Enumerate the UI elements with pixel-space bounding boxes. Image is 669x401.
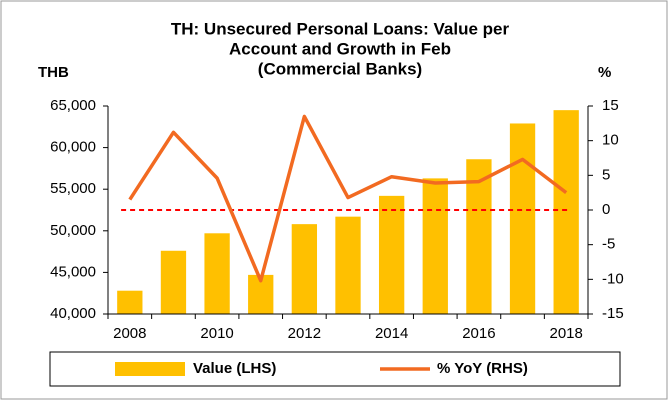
legend-label: Value (LHS) <box>193 360 276 377</box>
y-tick-label: 65,000 <box>50 97 96 114</box>
y-axis-label: THB <box>38 64 69 81</box>
y2-tick-label: 15 <box>602 97 619 114</box>
chart-title: (Commercial Banks) <box>258 59 422 78</box>
y-tick-label: 40,000 <box>50 305 96 322</box>
y-tick-label: 50,000 <box>50 222 96 239</box>
bar <box>378 195 405 314</box>
chart-title: TH: Unsecured Personal Loans: Value per <box>171 19 510 38</box>
line <box>128 114 568 283</box>
bar <box>204 233 230 314</box>
y2-tick-label: -5 <box>602 236 615 253</box>
bar <box>160 250 187 314</box>
bar <box>422 178 448 314</box>
bar <box>335 216 361 314</box>
chart-title: Account and Growth in Feb <box>229 39 451 58</box>
bar <box>509 123 536 314</box>
y2-tick-label: -15 <box>602 305 624 322</box>
bar <box>553 110 579 314</box>
x-tick-label: 2010 <box>200 325 233 342</box>
bar <box>291 224 318 314</box>
bar <box>466 159 492 314</box>
y-tick-label: 45,000 <box>50 263 96 280</box>
x-tick-label: 2018 <box>549 325 582 342</box>
bar <box>117 290 143 314</box>
x-tick-label: 2014 <box>375 325 408 342</box>
legend-swatch <box>115 362 185 376</box>
x-tick-label: 2016 <box>462 325 495 342</box>
y2-tick-label: 5 <box>602 166 610 183</box>
y2-tick-label: 0 <box>602 201 610 218</box>
y2-tick-label: -10 <box>602 270 624 287</box>
y2-tick-label: 10 <box>602 132 619 149</box>
x-tick-label: 2012 <box>288 325 321 342</box>
legend-label: % YoY (RHS) <box>437 360 528 377</box>
x-tick-label: 2008 <box>113 325 146 342</box>
y2-axis-label: % <box>598 64 611 81</box>
y-tick-label: 60,000 <box>50 139 96 156</box>
y-tick-label: 55,000 <box>50 180 96 197</box>
